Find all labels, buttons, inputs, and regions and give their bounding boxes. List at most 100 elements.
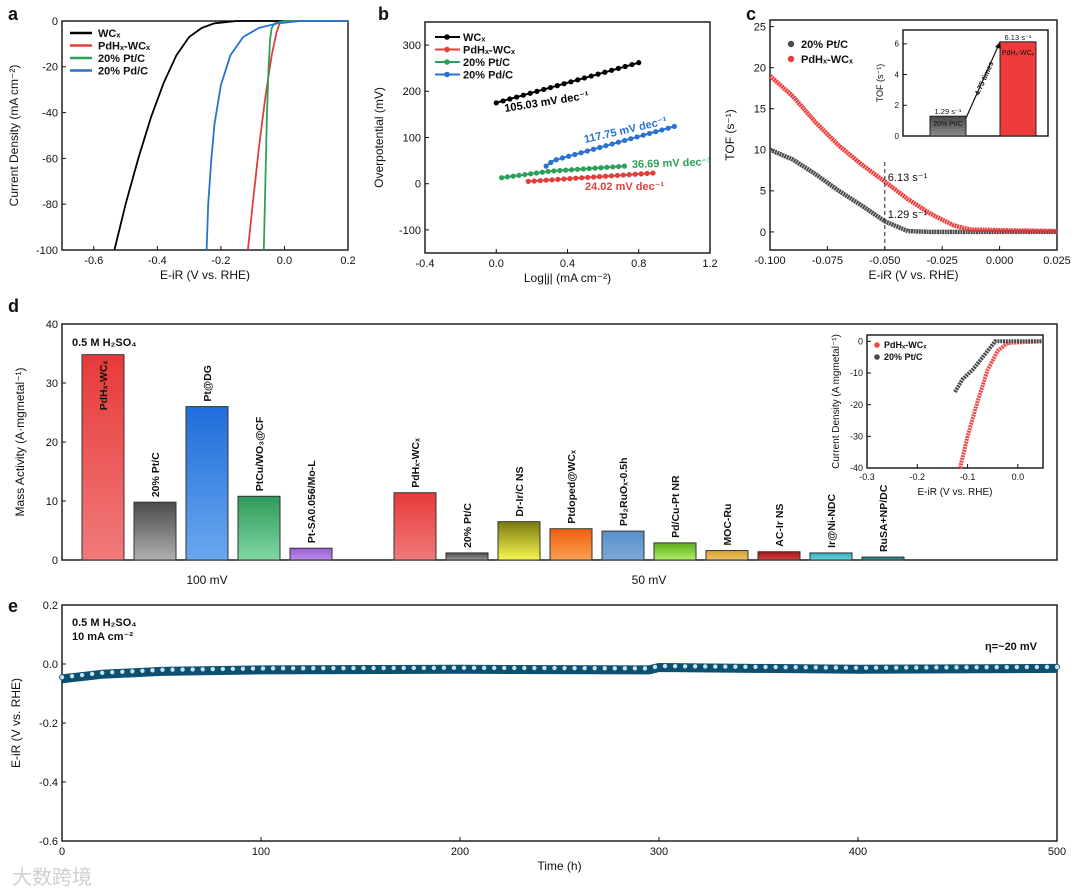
y-tick-label: 20 bbox=[754, 62, 766, 74]
y-tick-label: -0.2 bbox=[39, 718, 58, 730]
data-point bbox=[614, 172, 620, 179]
data-point bbox=[712, 663, 719, 670]
y-tick-label: -100 bbox=[399, 225, 421, 237]
y-tick-label: 30 bbox=[46, 378, 58, 390]
bar-label: RuSA+NP/DC bbox=[878, 484, 890, 552]
data-point bbox=[1013, 664, 1020, 671]
data-point bbox=[527, 90, 533, 96]
data-point bbox=[641, 665, 648, 672]
data-point bbox=[581, 75, 588, 81]
data-point bbox=[568, 79, 574, 85]
legend-label: 20% Pt/C bbox=[463, 57, 510, 69]
y-tick-label: 4 bbox=[895, 70, 900, 79]
series-line-1 bbox=[768, 74, 1058, 234]
data-point bbox=[547, 84, 554, 91]
data-point bbox=[883, 664, 890, 671]
bar-label: 20% Pt/C bbox=[150, 452, 162, 497]
data-point bbox=[450, 664, 457, 671]
y-tick-label: -40 bbox=[42, 107, 58, 119]
data-point bbox=[149, 667, 156, 674]
data-point bbox=[179, 666, 186, 673]
data-point bbox=[461, 664, 468, 671]
data-point bbox=[574, 166, 581, 172]
data-point bbox=[531, 178, 537, 184]
annotation-tof-ptc: 1.29 s⁻¹ bbox=[888, 209, 928, 221]
data-point bbox=[551, 665, 558, 672]
arrow-head bbox=[995, 42, 1001, 49]
bar bbox=[393, 492, 437, 561]
series-line-1 bbox=[953, 339, 1043, 394]
data-point bbox=[692, 663, 699, 670]
x-tick-label: 0.4 bbox=[560, 258, 575, 270]
data-point bbox=[159, 666, 166, 673]
data-point bbox=[591, 665, 598, 672]
bar-label: PdHₓ-WCₓ bbox=[98, 361, 110, 411]
data-point bbox=[762, 663, 769, 670]
data-point bbox=[516, 172, 522, 178]
data-point bbox=[510, 173, 516, 179]
bar-label: AC-Ir NS bbox=[774, 504, 786, 547]
data-point bbox=[528, 171, 534, 177]
data-point bbox=[270, 665, 277, 672]
legend-marker bbox=[874, 342, 880, 348]
bar bbox=[861, 556, 905, 561]
data-point bbox=[662, 663, 669, 670]
x-tick-label: 1.2 bbox=[702, 258, 717, 270]
data-point bbox=[1023, 664, 1030, 671]
data-point bbox=[280, 665, 287, 672]
watermark: 大数跨境 bbox=[12, 866, 92, 889]
x-tick-label: -0.6 bbox=[84, 255, 103, 267]
arrow-line bbox=[965, 41, 1001, 119]
data-point bbox=[79, 672, 86, 679]
data-point bbox=[772, 664, 779, 671]
x-tick-label: 0.025 bbox=[1043, 255, 1071, 267]
data-point bbox=[300, 665, 307, 672]
bar-label: Dr-Ir/C NS bbox=[514, 466, 526, 516]
bar bbox=[445, 552, 489, 561]
bar bbox=[549, 528, 593, 561]
data-point bbox=[129, 668, 136, 675]
panel-letter-c: c bbox=[746, 4, 756, 24]
data-point bbox=[953, 664, 960, 671]
data-point bbox=[400, 664, 407, 671]
bar-value-label: 1.29 s⁻¹ bbox=[935, 107, 962, 116]
y-tick-label: -0.6 bbox=[39, 836, 58, 848]
data-point bbox=[554, 83, 560, 89]
data-point bbox=[993, 664, 1000, 671]
data-point bbox=[812, 664, 819, 671]
y-tick-label: 0 bbox=[52, 555, 58, 567]
y-tick-label: -80 bbox=[42, 199, 58, 211]
data-point bbox=[219, 665, 226, 672]
data-point bbox=[119, 668, 126, 675]
data-point bbox=[511, 664, 518, 671]
data-point bbox=[646, 130, 653, 137]
y-tick-label: 15 bbox=[754, 104, 766, 116]
data-point bbox=[983, 664, 990, 671]
data-point bbox=[557, 167, 563, 174]
data-point bbox=[1043, 663, 1050, 670]
data-point bbox=[626, 172, 632, 178]
tafel-slope-label: 36.69 mV dec⁻¹ bbox=[632, 156, 712, 171]
data-point bbox=[609, 67, 615, 73]
data-point bbox=[575, 77, 581, 83]
series-line-3 bbox=[205, 20, 348, 251]
data-point bbox=[370, 665, 377, 672]
data-point bbox=[702, 663, 709, 670]
data-point bbox=[651, 663, 658, 670]
data-point bbox=[501, 664, 508, 671]
data-point bbox=[420, 664, 427, 671]
data-point bbox=[563, 167, 569, 173]
data-point bbox=[682, 663, 689, 670]
data-point bbox=[169, 666, 176, 673]
legend-label: PdHₓ-WCₓ bbox=[801, 54, 854, 66]
plot-frame bbox=[866, 334, 1044, 469]
data-point bbox=[573, 175, 579, 181]
data-point bbox=[963, 664, 970, 671]
x-tick-label: -0.4 bbox=[416, 258, 435, 270]
data-point bbox=[631, 665, 638, 672]
data-point bbox=[553, 157, 559, 163]
data-point bbox=[543, 177, 549, 183]
data-point bbox=[601, 665, 608, 672]
data-point bbox=[586, 165, 592, 172]
data-point bbox=[722, 663, 729, 670]
